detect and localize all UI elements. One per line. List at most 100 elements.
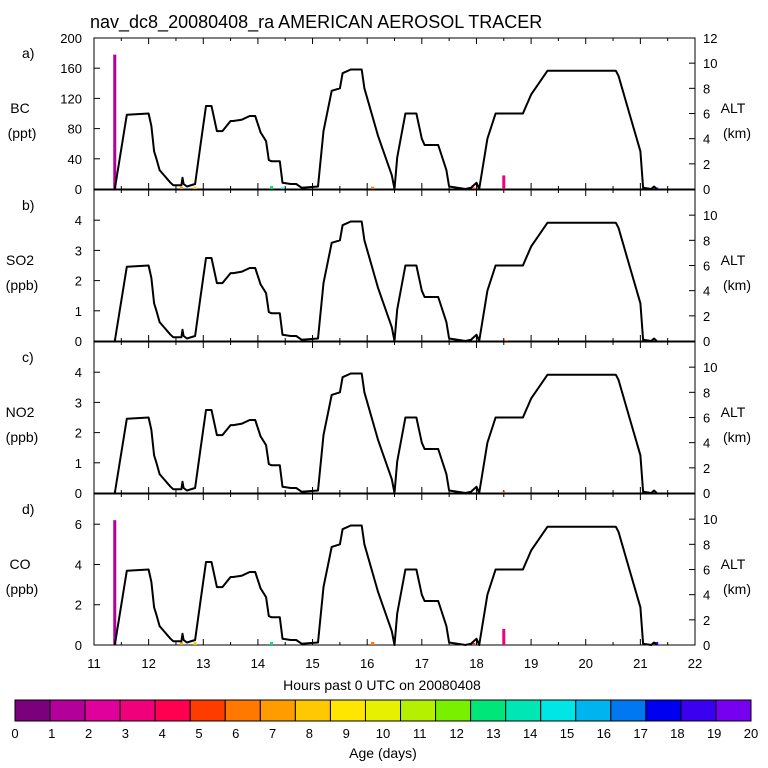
tracer-bar	[193, 641, 197, 645]
y-tick-label: 4	[75, 557, 82, 572]
tracer-bar	[280, 187, 284, 189]
colorbar-tick-label: 19	[707, 726, 721, 741]
colorbar-swatch	[575, 699, 612, 722]
panel-label: d)	[22, 501, 34, 517]
colorbar-tick-label: 11	[413, 726, 427, 741]
panel-co: 0 2 4 6 0 2 4 6 8 10 d) CO (ppb) ALT (km) 11 12 13 14 15 16 1…	[6, 493, 751, 671]
y-tick-label: 1	[75, 456, 82, 471]
y-axis-unit: (ppb)	[6, 277, 39, 293]
y2-axis-label: ALT	[721, 556, 746, 572]
colorbar-tick-label: 10	[376, 726, 390, 741]
colorbar-tick-label: 17	[633, 726, 647, 741]
panel-so2: 0 1 2 3 4 0 2 4 6 8 10 b) SO2 (ppb) ALT (km)	[6, 189, 751, 349]
y-axis-label: NO2	[6, 404, 35, 420]
tracer-bar	[179, 186, 183, 189]
y-tick-label: 3	[75, 243, 82, 258]
colorbar-swatch	[189, 699, 226, 722]
y2-tick-label: 6	[703, 411, 710, 426]
y2-tick-label: 10	[703, 208, 717, 223]
y-tick-label: 0	[75, 638, 82, 653]
colorbar-tick-label: 4	[159, 726, 166, 741]
x-tick-label: 21	[633, 656, 647, 671]
y-tick-label: 0	[75, 182, 82, 197]
tracer-bar	[472, 187, 476, 189]
colorbar-swatch	[84, 699, 121, 722]
colorbar-tick-label: 14	[523, 726, 537, 741]
y2-tick-label: 0	[703, 638, 710, 653]
tracer-bar	[502, 491, 506, 493]
colorbar-tick-label: 6	[232, 726, 239, 741]
y2-tick-label: 12	[703, 31, 717, 46]
y2-tick-label: 4	[703, 132, 710, 147]
y2-tick-label: 0	[703, 182, 710, 197]
y2-tick-label: 10	[703, 512, 717, 527]
colorbar-tick-label: 1	[48, 726, 55, 741]
y2-tick-label: 2	[703, 613, 710, 628]
y-axis-unit: (ppb)	[6, 581, 39, 597]
tracer-bar	[472, 642, 476, 645]
colorbar-swatch	[294, 699, 331, 722]
y-tick-label: 200	[60, 31, 82, 46]
x-tick-label: 12	[141, 656, 155, 671]
x-tick-label: 19	[524, 656, 538, 671]
y-tick-label: 0	[75, 334, 82, 349]
y-tick-label: 40	[68, 152, 82, 167]
tracer-bar	[502, 628, 506, 645]
colorbar-tick-label: 8	[306, 726, 313, 741]
colorbar-tick-label: 12	[449, 726, 463, 741]
chart-title: nav_dc8_20080408_ra AMERICAN AEROSOL TRA…	[90, 12, 542, 33]
plot-frame	[93, 189, 696, 342]
x-tick-label: 22	[688, 656, 702, 671]
y-tick-label: 6	[75, 517, 82, 532]
panel-label: a)	[22, 45, 34, 61]
x-tick-label: 20	[578, 656, 592, 671]
colorbar-tick-label: 7	[269, 726, 276, 741]
colorbar: 0 1 2 3 4 5 6 7 8 9 10 11 12 13 14 15 16 17 18 19 20	[11, 699, 758, 741]
colorbar-swatch	[259, 699, 296, 722]
colorbar-swatch	[400, 699, 437, 722]
x-tick-label: 18	[469, 656, 483, 671]
tracer-bar	[193, 186, 197, 189]
tracer-bar	[270, 185, 274, 189]
colorbar-swatch	[645, 699, 682, 722]
y2-axis-unit: (km)	[723, 581, 751, 597]
colorbar-swatch	[470, 699, 507, 722]
y2-tick-label: 2	[703, 309, 710, 324]
y-tick-label: 2	[75, 426, 82, 441]
colorbar-swatch	[49, 699, 86, 722]
tracer-bar	[371, 641, 375, 645]
x-axis-label: Hours past 0 UTC on 20080408	[283, 677, 481, 693]
x-tick-label: 15	[305, 656, 319, 671]
plot-frame	[93, 493, 696, 646]
plot-frame	[93, 341, 696, 494]
y-axis-unit: (ppt)	[8, 125, 37, 141]
y2-tick-label: 0	[703, 334, 710, 349]
colorbar-swatch	[14, 699, 51, 722]
colorbar-tick-label: 15	[560, 726, 574, 741]
colorbar-swatch	[154, 699, 191, 722]
y2-tick-label: 4	[703, 588, 710, 603]
colorbar-swatch	[364, 699, 402, 722]
x-tick-label: 13	[196, 656, 210, 671]
altitude-line	[113, 220, 658, 342]
altitude-line	[113, 524, 658, 646]
colorbar-tick-label: 0	[11, 726, 18, 741]
colorbar-swatch	[540, 699, 577, 722]
colorbar-tick-label: 9	[343, 726, 350, 741]
colorbar-swatch	[715, 699, 752, 722]
y2-tick-label: 8	[703, 233, 710, 248]
y2-axis-unit: (km)	[723, 277, 751, 293]
y-axis-label: SO2	[6, 252, 34, 268]
panel-label: c)	[22, 349, 34, 365]
colorbar-swatch	[119, 699, 156, 722]
y2-tick-label: 0	[703, 486, 710, 501]
y2-axis-label: ALT	[721, 404, 746, 420]
tracer-bar	[270, 641, 274, 645]
colorbar-tick-label: 3	[122, 726, 129, 741]
y-tick-label: 4	[75, 213, 82, 228]
colorbar-swatch	[610, 699, 647, 722]
panel-label: b)	[22, 197, 34, 213]
tracer-bar	[179, 641, 183, 645]
y-tick-label: 3	[75, 395, 82, 410]
